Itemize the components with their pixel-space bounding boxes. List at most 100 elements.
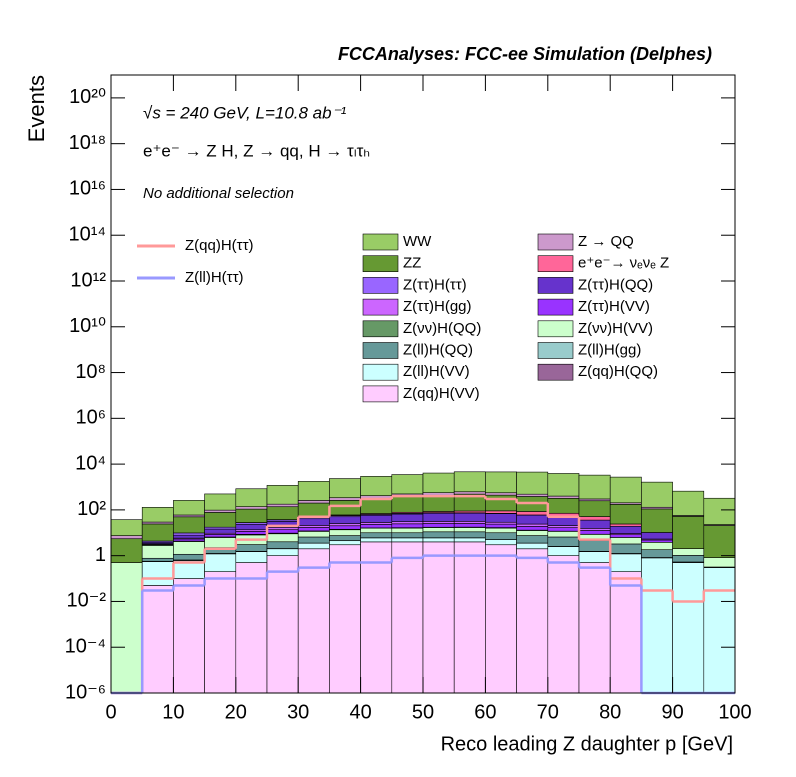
histogram-bar [548, 528, 579, 532]
histogram-bar [423, 521, 454, 523]
histogram-bar [641, 540, 672, 542]
legend-label: Z(ττ)H(VV) [578, 298, 650, 315]
histogram-bar [579, 501, 610, 517]
histogram-bar [517, 531, 548, 536]
y-axis-label: Events [24, 75, 49, 142]
histogram-bar [704, 498, 735, 524]
histogram-bar [361, 528, 392, 533]
legend-swatch [538, 277, 573, 293]
histogram-bar [267, 542, 298, 549]
histogram-bar [361, 476, 392, 495]
histogram-bar [454, 523, 485, 527]
histogram-bar [142, 585, 173, 693]
histogram-bar [267, 507, 298, 520]
legend-swatch [363, 343, 398, 359]
histogram-bar [361, 515, 392, 522]
histogram-bar [517, 511, 548, 514]
annotation: √s = 240 GeV, L=10.8 ab⁻¹ [143, 103, 347, 122]
histogram-bar [267, 534, 298, 542]
histogram-bar [423, 532, 454, 538]
histogram-bar [485, 533, 516, 540]
histogram-bar [579, 517, 610, 520]
x-tick-label: 40 [349, 701, 371, 723]
histogram-bar [454, 472, 485, 492]
histogram-bar [548, 531, 579, 537]
plot-area [111, 472, 735, 693]
histogram-bar [329, 498, 360, 501]
histogram-bar [423, 473, 454, 493]
histogram-bar [298, 503, 329, 517]
histogram-bar [485, 528, 516, 533]
histogram-bar [392, 538, 423, 542]
histogram-bar [610, 526, 641, 533]
annotation: e⁺e⁻ → Z H, Z → qq, H → τₗτₕ [143, 141, 370, 160]
annotation: No additional selection [143, 185, 294, 202]
histogram-bar [361, 524, 392, 528]
histogram-bar [641, 558, 672, 693]
x-tick-label: 0 [105, 701, 116, 723]
histogram-bar [392, 533, 423, 538]
histogram-bar [704, 558, 735, 567]
legend-label: Z(ττ)H(gg) [403, 298, 472, 315]
histogram-bar [517, 549, 548, 693]
histogram-bar [205, 534, 236, 537]
histogram-bar [454, 532, 485, 538]
y-tick-label: 10¹⁰ [69, 315, 106, 337]
histogram-bar [517, 472, 548, 494]
histogram-bar [236, 563, 267, 693]
histogram-bar [267, 504, 298, 507]
legend-swatch [363, 386, 398, 402]
histogram-bar [329, 517, 360, 524]
histogram-bar [142, 562, 173, 586]
x-tick-label: 100 [718, 701, 751, 723]
histogram-bar [173, 500, 204, 515]
histogram-bar [205, 529, 236, 533]
y-tick-label: 10⁸ [75, 361, 106, 383]
histogram-bar [454, 527, 485, 531]
histogram-bar [485, 545, 516, 693]
legend-swatch [363, 277, 398, 293]
y-tick-label: 10⁻⁶ [65, 681, 106, 703]
y-tick-label: 10¹⁴ [69, 224, 107, 246]
histogram-bar [641, 482, 672, 507]
histogram-bar [548, 526, 579, 528]
y-tick-label: 10⁴ [75, 452, 106, 474]
histogram-bar [423, 527, 454, 531]
histogram-bar [641, 509, 672, 533]
legend-swatch [363, 321, 398, 337]
histogram-bar [485, 472, 516, 493]
histogram-bar [485, 514, 516, 523]
chart-title: FCCAnalyses: FCC-ee Simulation (Delphes) [338, 44, 712, 64]
histogram-bar [485, 495, 516, 511]
histogram-bar [111, 539, 142, 563]
legend-label: ZZ [403, 255, 421, 272]
histogram-bar [517, 494, 548, 496]
histogram-bar [111, 520, 142, 536]
histogram-bar [329, 545, 360, 693]
histogram-bar [236, 545, 267, 552]
histogram-bar [205, 554, 236, 572]
histogram-bar [673, 555, 704, 562]
histogram-bar [298, 549, 329, 693]
histogram-bar [579, 530, 610, 534]
legend-label: Z(ll)H(gg) [578, 341, 641, 358]
legend-label: Z(ll)H(QQ) [403, 341, 473, 358]
histogram-bar [236, 507, 267, 509]
histogram-bar [173, 554, 204, 560]
histogram-bar [579, 475, 610, 499]
legend-label: Z → QQ [578, 233, 634, 250]
histogram-bar [267, 530, 298, 533]
legend-swatch [538, 234, 573, 250]
legend-swatch [363, 256, 398, 272]
histogram-bar [329, 524, 360, 526]
legend-swatch [538, 256, 573, 272]
x-tick-label: 70 [537, 701, 559, 723]
histogram-bar [673, 563, 704, 693]
histogram-bar [267, 485, 298, 504]
histogram-bar [610, 477, 641, 503]
legend-label: Z(qq)H(VV) [403, 385, 480, 402]
histogram-bar [392, 522, 423, 524]
legend-label: Z(νν)H(QQ) [403, 320, 481, 337]
histogram-bar [392, 524, 423, 528]
histogram-bar [641, 550, 672, 558]
